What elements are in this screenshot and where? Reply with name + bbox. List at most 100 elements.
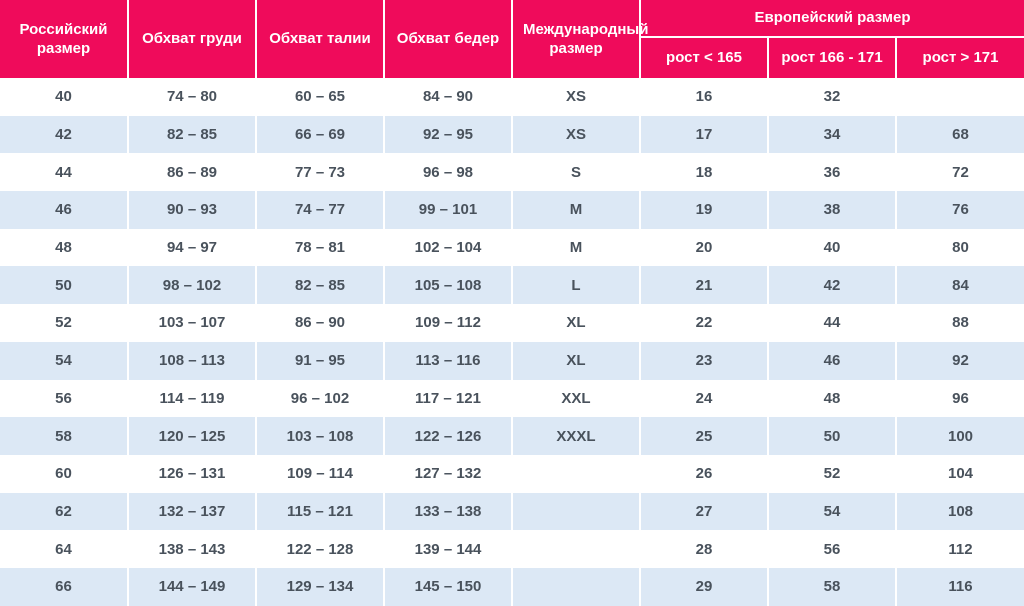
cell-international-size (511, 454, 640, 493)
cell-international-size: XS (511, 78, 640, 116)
cell-height-lt-165: 16 (639, 78, 768, 116)
cell-waist: 91 – 95 (255, 341, 384, 380)
cell-russian-size: 48 (0, 228, 128, 267)
cell-chest: 108 – 113 (127, 341, 256, 380)
cell-international-size: L (511, 266, 640, 305)
cell-height-lt-165: 27 (639, 492, 768, 531)
header-international-size: Международный размер (511, 0, 648, 78)
cell-chest: 86 – 89 (127, 153, 256, 192)
cell-chest: 94 – 97 (127, 228, 256, 267)
cell-russian-size: 40 (0, 78, 128, 116)
table-body: 40 74 – 80 60 – 65 84 – 90 XS 16 32 42 8… (0, 78, 1024, 606)
cell-height-166-171: 58 (767, 567, 896, 606)
cell-height-lt-165: 19 (639, 191, 768, 229)
size-row: 54 108 – 113 91 – 95 113 – 116 XL 23 46 … (0, 341, 1024, 380)
cell-hips: 105 – 108 (383, 266, 512, 305)
header-hips: Обхват бедер (383, 0, 512, 78)
cell-russian-size: 64 (0, 530, 128, 568)
size-row: 60 126 – 131 109 – 114 127 – 132 26 52 1… (0, 454, 1024, 493)
cell-international-size: XL (511, 341, 640, 380)
cell-russian-size: 52 (0, 304, 128, 342)
cell-russian-size: 56 (0, 379, 128, 418)
cell-russian-size: 58 (0, 417, 128, 455)
header-chest: Обхват груди (127, 0, 256, 78)
cell-waist: 122 – 128 (255, 530, 384, 568)
cell-height-gt-171: 108 (895, 492, 1024, 531)
cell-waist: 109 – 114 (255, 454, 384, 493)
cell-height-166-171: 36 (767, 153, 896, 192)
cell-international-size: XXL (511, 379, 640, 418)
cell-height-lt-165: 26 (639, 454, 768, 493)
cell-waist: 82 – 85 (255, 266, 384, 305)
size-row: 58 120 – 125 103 – 108 122 – 126 XXXL 25… (0, 417, 1024, 455)
cell-waist: 96 – 102 (255, 379, 384, 418)
cell-hips: 102 – 104 (383, 228, 512, 267)
cell-height-lt-165: 25 (639, 417, 768, 455)
size-row: 50 98 – 102 82 – 85 105 – 108 L 21 42 84 (0, 266, 1024, 305)
cell-international-size (511, 492, 640, 531)
cell-height-166-171: 54 (767, 492, 896, 531)
cell-height-166-171: 38 (767, 191, 896, 229)
header-height-166-171: рост 166 - 171 (767, 35, 896, 78)
cell-international-size: S (511, 153, 640, 192)
cell-russian-size: 46 (0, 191, 128, 229)
header-height-lt-165: рост < 165 (639, 35, 768, 78)
cell-chest: 138 – 143 (127, 530, 256, 568)
cell-height-lt-165: 23 (639, 341, 768, 380)
cell-height-gt-171: 116 (895, 567, 1024, 606)
cell-height-166-171: 50 (767, 417, 896, 455)
cell-height-lt-165: 21 (639, 266, 768, 305)
header-height-gt-171: рост > 171 (895, 35, 1024, 78)
cell-height-166-171: 40 (767, 228, 896, 267)
cell-height-lt-165: 22 (639, 304, 768, 342)
cell-russian-size: 44 (0, 153, 128, 192)
cell-waist: 77 – 73 (255, 153, 384, 192)
header-russian-size: Российский размер (0, 0, 128, 78)
cell-height-gt-171: 84 (895, 266, 1024, 305)
cell-height-lt-165: 20 (639, 228, 768, 267)
cell-height-gt-171: 88 (895, 304, 1024, 342)
cell-chest: 82 – 85 (127, 115, 256, 154)
cell-hips: 84 – 90 (383, 78, 512, 116)
cell-hips: 145 – 150 (383, 567, 512, 606)
cell-chest: 74 – 80 (127, 78, 256, 116)
cell-international-size (511, 530, 640, 568)
cell-international-size: M (511, 191, 640, 229)
cell-waist: 129 – 134 (255, 567, 384, 606)
cell-chest: 103 – 107 (127, 304, 256, 342)
cell-height-166-171: 52 (767, 454, 896, 493)
cell-chest: 126 – 131 (127, 454, 256, 493)
size-row: 40 74 – 80 60 – 65 84 – 90 XS 16 32 (0, 78, 1024, 116)
cell-height-gt-171: 112 (895, 530, 1024, 568)
cell-hips: 133 – 138 (383, 492, 512, 531)
cell-hips: 117 – 121 (383, 379, 512, 418)
cell-hips: 109 – 112 (383, 304, 512, 342)
cell-hips: 113 – 116 (383, 341, 512, 380)
cell-height-lt-165: 18 (639, 153, 768, 192)
size-row: 52 103 – 107 86 – 90 109 – 112 XL 22 44 … (0, 304, 1024, 342)
cell-chest: 144 – 149 (127, 567, 256, 606)
cell-waist: 115 – 121 (255, 492, 384, 531)
cell-height-166-171: 44 (767, 304, 896, 342)
cell-height-lt-165: 28 (639, 530, 768, 568)
cell-waist: 78 – 81 (255, 228, 384, 267)
cell-height-gt-171: 72 (895, 153, 1024, 192)
cell-russian-size: 66 (0, 567, 128, 606)
cell-height-166-171: 32 (767, 78, 896, 116)
cell-russian-size: 60 (0, 454, 128, 493)
cell-russian-size: 54 (0, 341, 128, 380)
size-row: 48 94 – 97 78 – 81 102 – 104 M 20 40 80 (0, 228, 1024, 267)
cell-international-size (511, 567, 640, 606)
cell-height-lt-165: 24 (639, 379, 768, 418)
cell-chest: 90 – 93 (127, 191, 256, 229)
cell-height-166-171: 42 (767, 266, 896, 305)
cell-height-gt-171: 68 (895, 115, 1024, 154)
cell-russian-size: 42 (0, 115, 128, 154)
size-row: 64 138 – 143 122 – 128 139 – 144 28 56 1… (0, 530, 1024, 568)
cell-chest: 120 – 125 (127, 417, 256, 455)
cell-height-gt-171: 92 (895, 341, 1024, 380)
cell-hips: 122 – 126 (383, 417, 512, 455)
header-waist: Обхват талии (255, 0, 384, 78)
